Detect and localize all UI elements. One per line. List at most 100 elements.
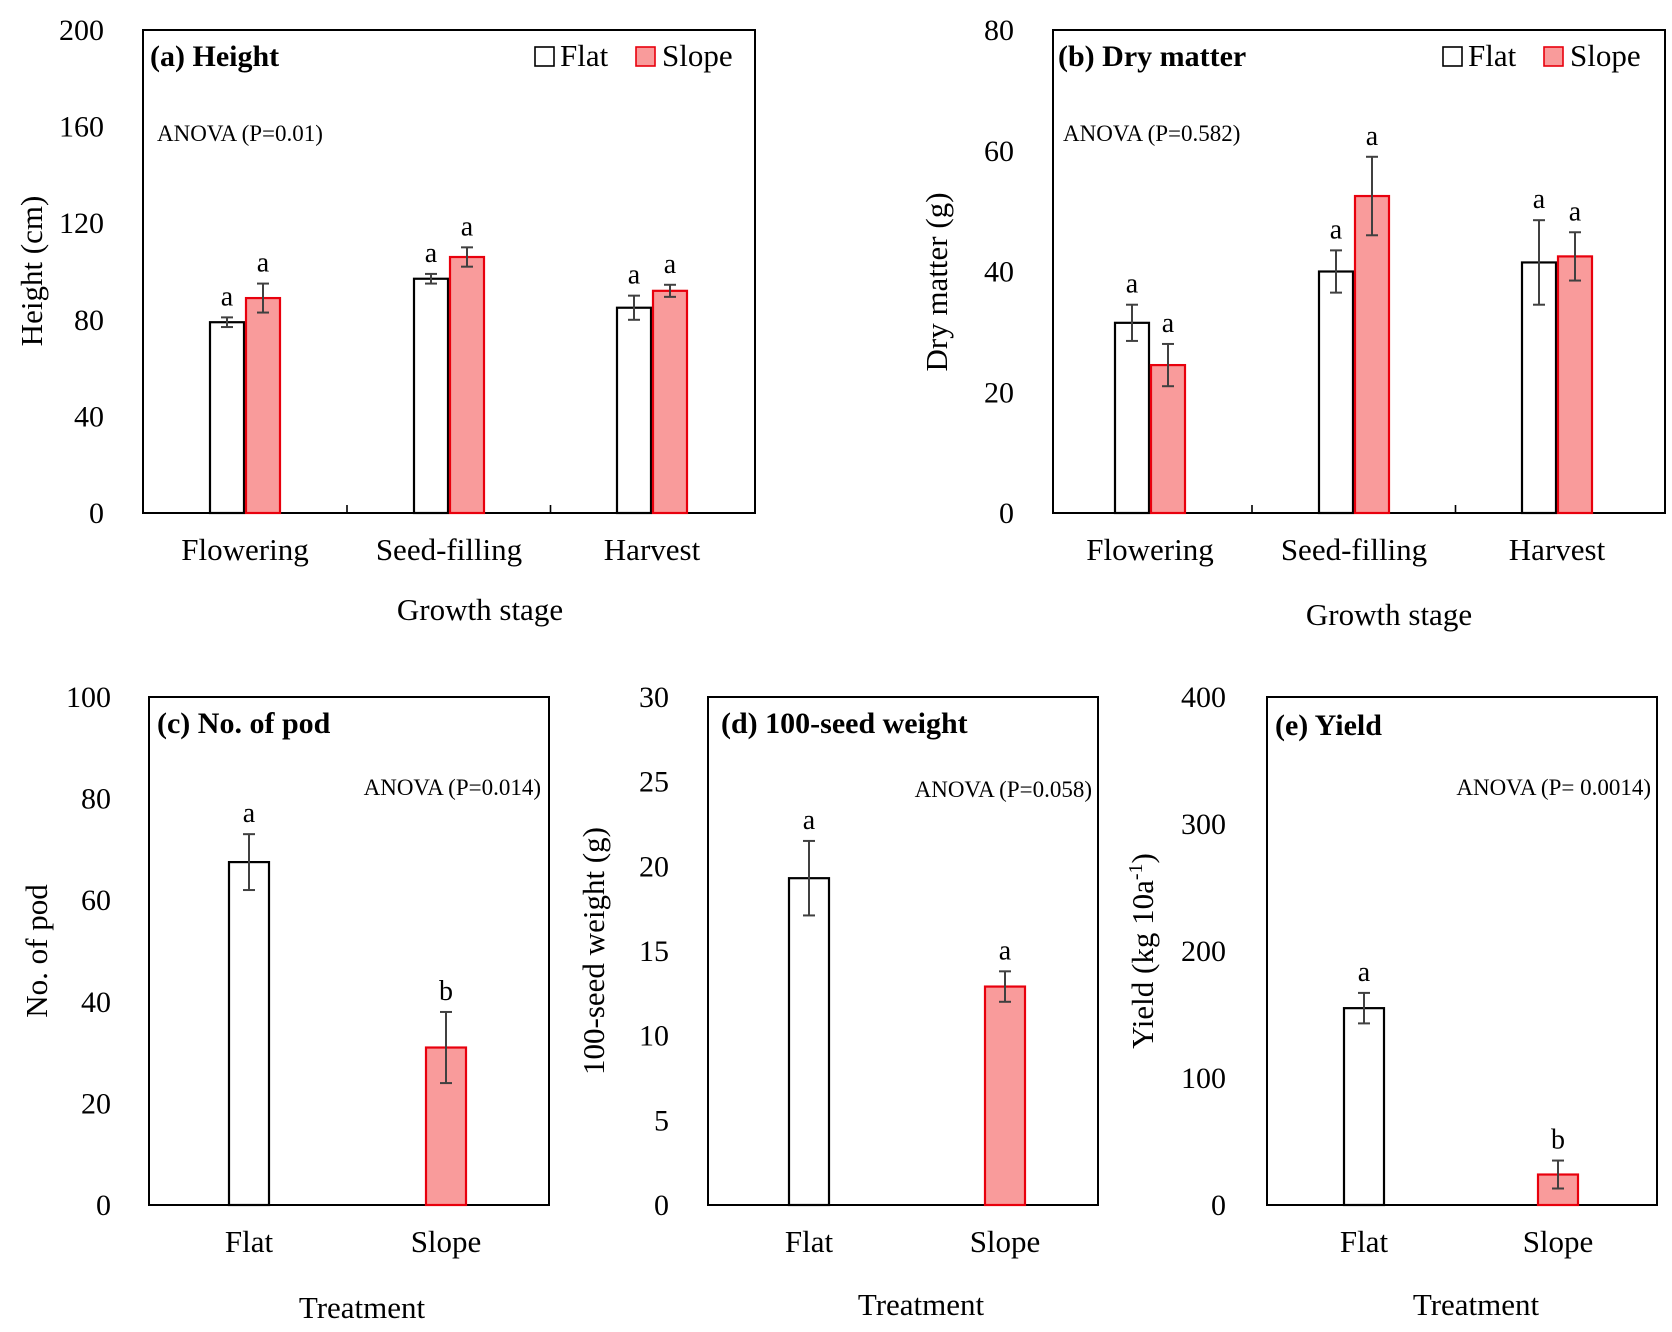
panel-d-title: (d) 100-seed weight bbox=[721, 707, 968, 740]
significance-letter: a bbox=[1533, 184, 1546, 215]
panel-b-anova: ANOVA (P=0.582) bbox=[1063, 121, 1240, 146]
panel-a-legend: Flat Slope bbox=[534, 38, 733, 73]
panel-e-y-ticks: 0 100 200 300 400 bbox=[1181, 681, 1226, 1222]
y-tick-label: 400 bbox=[1181, 681, 1226, 714]
significance-letter: a bbox=[257, 248, 270, 279]
significance-letter: a bbox=[1330, 214, 1343, 245]
panel-e-yield: (e) Yield ANOVA (P= 0.0014) Flat Slope T… bbox=[1125, 681, 1658, 1322]
y-tick-label: 80 bbox=[81, 783, 111, 816]
significance-letter: a bbox=[243, 798, 256, 829]
y-tick-label: 200 bbox=[59, 14, 104, 47]
panel-d-y-axis-label: 100-seed weight (g) bbox=[576, 827, 611, 1075]
panel-d-y-ticks: 0 5 10 15 20 25 30 bbox=[639, 681, 669, 1222]
bar-b-slope bbox=[1556, 255, 1594, 515]
y-tick-label: 80 bbox=[74, 304, 104, 337]
bar-a-slope bbox=[244, 296, 282, 515]
panel-b-y-ticks: 0 20 40 60 80 bbox=[984, 14, 1457, 530]
bar-b-slope bbox=[1353, 194, 1391, 515]
significance-letter: a bbox=[1358, 957, 1371, 988]
panel-e-y-axis-label-superscript: -1 bbox=[1125, 863, 1147, 880]
y-tick-label: 60 bbox=[984, 135, 1014, 168]
bar-a-slope bbox=[448, 255, 486, 515]
y-tick-label: 160 bbox=[59, 111, 104, 144]
panel-a-anova: ANOVA (P=0.01) bbox=[157, 121, 323, 146]
legend-flat-label: Flat bbox=[560, 38, 609, 73]
significance-letter: b bbox=[439, 976, 453, 1007]
y-tick-label: 100 bbox=[1181, 1062, 1226, 1095]
panel-b-legend: Flat Slope bbox=[1442, 38, 1641, 73]
legend-flat-swatch bbox=[534, 46, 555, 67]
bar-e-flat bbox=[1342, 1007, 1386, 1207]
bar-b-flat bbox=[1113, 321, 1151, 515]
panel-a-y-ticks: 0 40 80 120 160 200 bbox=[59, 14, 552, 530]
y-tick-label: 0 bbox=[999, 497, 1014, 530]
y-tick-label: 20 bbox=[984, 376, 1014, 409]
panel-e-y-axis-label-main: Yield (kg 10a bbox=[1125, 880, 1160, 1049]
y-tick-label: 0 bbox=[96, 1189, 111, 1222]
significance-letter: a bbox=[1162, 308, 1175, 339]
y-tick-label: 20 bbox=[639, 850, 669, 883]
panel-a-category-label: Flowering bbox=[181, 532, 308, 567]
y-tick-label: 20 bbox=[81, 1087, 111, 1120]
legend-slope-label: Slope bbox=[662, 38, 733, 73]
bar-a-flat bbox=[615, 306, 653, 515]
panel-c-y-ticks: 0 20 40 60 80 100 bbox=[66, 681, 111, 1222]
bar-a-flat bbox=[412, 277, 450, 515]
panel-e-plot-frame bbox=[1266, 696, 1658, 1206]
significance-letter: a bbox=[1366, 121, 1379, 152]
y-tick-label: 40 bbox=[74, 400, 104, 433]
y-tick-label: 60 bbox=[81, 884, 111, 917]
legend-slope-swatch bbox=[635, 46, 656, 67]
panel-e-y-axis-label-close: ) bbox=[1125, 853, 1160, 863]
bar-d-slope bbox=[983, 985, 1027, 1207]
y-tick-label: 40 bbox=[81, 986, 111, 1019]
panel-c-pod-count: (c) No. of pod ANOVA (P=0.014) Flat Slop… bbox=[19, 681, 550, 1325]
panel-b-category-label: Seed-filling bbox=[1281, 532, 1427, 567]
panel-b-category-label: Flowering bbox=[1086, 532, 1213, 567]
panel-c-anova: ANOVA (P=0.014) bbox=[364, 775, 541, 800]
panel-a-y-axis-label: Height (cm) bbox=[14, 196, 49, 347]
panel-e-bars: ab bbox=[1342, 957, 1580, 1207]
panel-c-category-label: Slope bbox=[411, 1224, 482, 1259]
panel-d-plot-frame bbox=[707, 696, 1099, 1206]
y-tick-label: 300 bbox=[1181, 808, 1226, 841]
significance-letter: a bbox=[628, 260, 641, 291]
y-tick-label: 25 bbox=[639, 766, 669, 799]
panel-a-title: (a) Height bbox=[150, 40, 279, 73]
panel-b-y-axis-label: Dry matter (g) bbox=[919, 192, 954, 371]
panel-e-y-axis-label: Yield (kg 10a-1) bbox=[1125, 853, 1160, 1049]
panel-c-category-label: Flat bbox=[225, 1224, 274, 1259]
panel-d-category-label: Flat bbox=[785, 1224, 834, 1259]
panel-d-anova: ANOVA (P=0.058) bbox=[915, 777, 1092, 802]
panel-a-category-label: Seed-filling bbox=[376, 532, 522, 567]
y-tick-label: 0 bbox=[89, 497, 104, 530]
legend-slope-swatch bbox=[1543, 46, 1564, 67]
panel-a-height: (a) Height ANOVA (P=0.01) Flat Slope Flo… bbox=[14, 14, 756, 627]
bar-a-slope bbox=[651, 289, 689, 515]
panel-c-bars: ab bbox=[227, 798, 468, 1207]
significance-letter: a bbox=[461, 211, 474, 242]
panel-d-bars: aa bbox=[787, 805, 1027, 1207]
panel-e-category-label: Flat bbox=[1340, 1224, 1389, 1259]
significance-letter: a bbox=[425, 238, 438, 269]
y-tick-label: 40 bbox=[984, 256, 1014, 289]
panel-e-x-axis-label: Treatment bbox=[1413, 1287, 1540, 1322]
significance-letter: b bbox=[1551, 1125, 1565, 1156]
panel-d-seed-weight: (d) 100-seed weight ANOVA (P=0.058) Flat… bbox=[576, 681, 1099, 1322]
panel-c-plot-frame bbox=[148, 696, 550, 1206]
panel-c-x-axis-label: Treatment bbox=[299, 1290, 426, 1325]
panel-e-title: (e) Yield bbox=[1275, 709, 1382, 742]
significance-letter: a bbox=[1126, 269, 1139, 300]
y-tick-label: 0 bbox=[654, 1189, 669, 1222]
y-tick-label: 15 bbox=[639, 935, 669, 968]
y-tick-label: 80 bbox=[984, 14, 1014, 47]
legend-flat-label: Flat bbox=[1468, 38, 1517, 73]
panel-d-x-axis-label: Treatment bbox=[858, 1287, 985, 1322]
y-tick-label: 10 bbox=[639, 1020, 669, 1053]
significance-letter: a bbox=[999, 935, 1012, 966]
panel-c-y-axis-label: No. of pod bbox=[19, 884, 54, 1018]
y-tick-label: 0 bbox=[1211, 1189, 1226, 1222]
panel-b-dry-matter: (b) Dry matter ANOVA (P=0.582) Flat Slop… bbox=[919, 14, 1666, 632]
